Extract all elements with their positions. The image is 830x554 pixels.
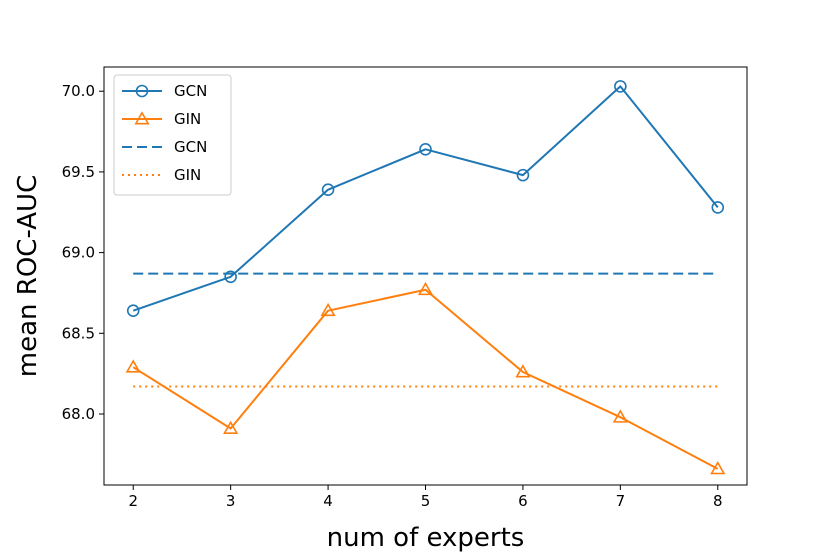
marker-triangle-point xyxy=(417,281,434,296)
y-tick-label: 70.0 xyxy=(62,82,95,100)
marker-triangle-legend xyxy=(134,111,150,125)
series-gin-solid xyxy=(125,281,726,475)
marker-triangle-point xyxy=(223,420,239,434)
legend-box xyxy=(113,74,232,196)
x-axis-label: num of experts xyxy=(327,523,525,553)
legend-item: GIN xyxy=(122,110,201,128)
marker-circle-point xyxy=(224,270,237,284)
marker-triangle-point xyxy=(320,302,336,317)
x-tick-label: 5 xyxy=(421,492,431,510)
legend-item: GCN xyxy=(122,82,207,100)
legend-label: GIN xyxy=(174,166,201,184)
x-axis-ticks: 2 3 4 5 6 7 8 xyxy=(128,485,723,510)
legend-label: GCN xyxy=(174,138,207,156)
series-line xyxy=(132,85,719,312)
legend: GCN GIN GCN GIN xyxy=(113,74,232,196)
marker-triangle-point xyxy=(612,409,628,423)
x-tick-label: 2 xyxy=(128,492,138,510)
legend-label: GCN xyxy=(174,82,207,100)
marker-triangle-point xyxy=(515,364,531,378)
series-gcn-solid xyxy=(126,80,725,317)
marker-triangle-point xyxy=(125,359,141,373)
marker-triangle-point xyxy=(710,461,726,475)
y-tick-label: 68.0 xyxy=(62,405,95,423)
marker-circle-point xyxy=(419,143,432,156)
marker-circle-point xyxy=(516,168,530,182)
y-axis-ticks: 68.0 68.5 69.0 69.5 70.0 xyxy=(62,82,104,423)
legend-label: GIN xyxy=(174,110,201,128)
series-layer xyxy=(125,80,726,475)
series-line xyxy=(132,288,719,470)
marker-circle-point xyxy=(711,201,725,214)
y-tick-label: 69.0 xyxy=(62,244,95,262)
marker-circle-point xyxy=(614,80,627,93)
x-tick-label: 7 xyxy=(616,492,626,510)
x-tick-label: 4 xyxy=(323,492,333,510)
x-tick-label: 3 xyxy=(226,492,236,510)
marker-circle-legend xyxy=(135,84,149,98)
legend-item: GCN xyxy=(122,138,207,156)
y-axis-label: mean ROC-AUC xyxy=(13,175,43,377)
marker-circle-point xyxy=(126,304,140,317)
marker-circle-point xyxy=(321,183,335,196)
x-tick-label: 8 xyxy=(713,492,723,510)
y-tick-label: 68.5 xyxy=(62,324,95,342)
x-tick-label: 6 xyxy=(518,492,528,510)
legend-item: GIN xyxy=(122,166,201,184)
y-tick-label: 69.5 xyxy=(62,163,95,181)
